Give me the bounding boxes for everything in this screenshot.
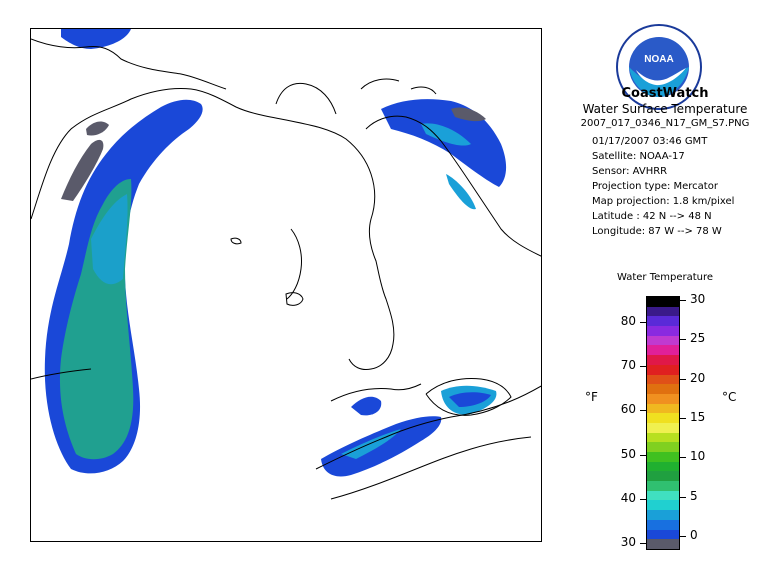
map-panel[interactable] (30, 28, 542, 542)
product-subtitle: Water Surface Temperature (582, 102, 748, 116)
celsius-tick-label: 0 (690, 528, 698, 542)
fahrenheit-tick-mark (640, 454, 646, 456)
celsius-tick-label: 5 (690, 488, 698, 503)
celsius-tick-mark (680, 300, 686, 301)
colorbar-segment (647, 364, 679, 375)
fahrenheit-unit: °F (585, 390, 598, 404)
noaa-logo: NOAA (614, 22, 704, 112)
fahrenheit-tick-mark (640, 498, 646, 500)
colorbar-segment (647, 403, 679, 414)
colorbar-segment (647, 432, 679, 443)
legend-title: Water Temperature (616, 272, 714, 283)
celsius-tick-mark (680, 378, 686, 380)
fahrenheit-tick-label: 40 (620, 490, 636, 505)
celsius-tick-label: 20 (690, 370, 706, 385)
colorbar-segment (647, 461, 679, 472)
lake-ontario-blue (449, 392, 491, 407)
fahrenheit-tick-mark (640, 322, 646, 323)
temperature-colorbar (646, 296, 680, 550)
longitude-range: Longitude: 87 W --> 78 W (592, 226, 722, 237)
celsius-tick-mark (680, 457, 686, 459)
fahrenheit-tick-label: 80 (620, 314, 636, 328)
colorbar-segment (647, 471, 679, 482)
colorbar-segment (647, 384, 679, 394)
colorbar-segment (647, 442, 679, 452)
map-projection: Map projection: 1.8 km/pixel (592, 196, 735, 207)
colorbar-segment (647, 316, 679, 327)
colorbar-segment (647, 345, 679, 356)
celsius-tick-label: 25 (690, 331, 706, 346)
colorbar-segment (647, 326, 679, 336)
fahrenheit-tick-mark (640, 366, 646, 368)
colorbar-segment (647, 529, 679, 540)
colorbar-segment (647, 335, 679, 346)
file-name: 2007_017_0346_N17_GM_S7.PNG (580, 118, 750, 129)
celsius-tick-mark (680, 496, 686, 498)
north-michigan-gray (86, 121, 109, 136)
product-title: CoastWatch (621, 86, 709, 101)
colorbar-segment (647, 422, 679, 433)
colorbar-segment (647, 500, 679, 511)
lake-michigan-light (91, 194, 128, 285)
colorbar-segment (647, 539, 679, 549)
georgian-bay-temp (381, 99, 507, 187)
colorbar-segment (647, 374, 679, 385)
fahrenheit-tick-label: 60 (620, 402, 636, 417)
huron-small-patch (446, 174, 476, 210)
coastlines (31, 38, 541, 500)
satellite: Satellite: NOAA-17 (592, 151, 685, 162)
latitude-range: Latitude : 42 N --> 48 N (592, 211, 712, 222)
colorbar-segment (647, 355, 679, 365)
colorbar-segment (647, 510, 679, 520)
fahrenheit-tick-label: 50 (620, 446, 636, 461)
celsius-tick-mark (680, 418, 686, 419)
projection-type: Projection type: Mercator (592, 181, 718, 192)
sensor: Sensor: AVHRR (592, 166, 668, 177)
green-bay (61, 139, 104, 201)
fahrenheit-tick-label: 30 (620, 535, 636, 549)
metadata-block: 01/17/2007 03:46 GMT Satellite: NOAA-17 … (592, 134, 734, 239)
great-lakes-map (31, 29, 541, 500)
colorbar-segment (647, 413, 679, 423)
fahrenheit-tick-mark (640, 410, 646, 412)
celsius-tick-label: 15 (690, 410, 706, 424)
celsius-tick-mark (680, 339, 686, 341)
colorbar-segment (647, 297, 679, 307)
lake-st-clair (351, 396, 382, 416)
georgian-bay-light (421, 123, 471, 146)
date-time: 01/17/2007 03:46 GMT (592, 136, 708, 147)
colorbar-segment (647, 452, 679, 462)
lake-superior-temp (61, 29, 131, 49)
fahrenheit-tick-label: 70 (620, 358, 636, 373)
lake-erie-temp (321, 416, 442, 477)
colorbar-segment (647, 393, 679, 404)
colorbar-segment (647, 519, 679, 530)
celsius-unit: °C (722, 390, 737, 404)
colorbar-segment (647, 306, 679, 317)
noaa-logo-text: NOAA (644, 54, 673, 65)
colorbar-segment (647, 490, 679, 501)
celsius-tick-label: 10 (690, 449, 706, 464)
celsius-tick-label: 30 (690, 292, 706, 306)
colorbar-segment (647, 481, 679, 491)
georgian-bay-gray (451, 107, 486, 122)
fahrenheit-tick-mark (640, 543, 646, 544)
noaa-seal-icon: NOAA (616, 24, 702, 110)
celsius-tick-mark (680, 536, 686, 537)
